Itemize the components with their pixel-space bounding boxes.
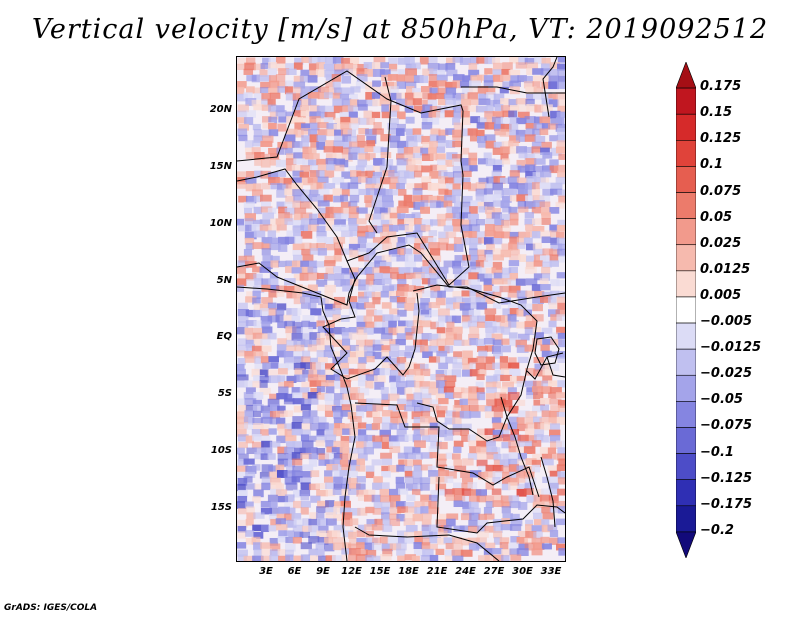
colorbar-segment: [676, 453, 696, 480]
latitude-tick-label: EQ: [216, 331, 232, 342]
latitude-tick-label: 15S: [210, 502, 232, 513]
colorbar-label: 0.075: [700, 183, 742, 199]
border-line: [354, 526, 500, 561]
border-line: [461, 86, 565, 94]
vertical-velocity-field: [237, 57, 565, 561]
colorbar-label: 0.175: [700, 79, 742, 95]
longitude-tick-label: 18E: [398, 566, 419, 577]
latitude-tick-label: 20N: [209, 104, 232, 115]
colorbar-segment: [676, 166, 696, 193]
colorbar-label: 0.025: [700, 235, 742, 251]
colorbar-segment: [676, 270, 696, 298]
colorbar-label: −0.005: [700, 314, 753, 330]
colorbar-segment: [676, 140, 696, 167]
lake-tanganyika: [500, 396, 534, 496]
colorbar-segment: [676, 87, 696, 115]
colorbar-segment: [676, 62, 696, 89]
longitude-tick-label: 15E: [369, 566, 391, 577]
latitude-tick-label: 5S: [217, 388, 232, 399]
border-line: [526, 352, 564, 380]
border-line: [354, 402, 540, 498]
border-line: [322, 260, 420, 380]
colorbar-segment: [676, 296, 696, 324]
colorbar-segment: [676, 505, 696, 533]
lake-malawi: [540, 456, 556, 528]
colorbar-segment: [676, 218, 696, 246]
lake-victoria: [534, 336, 560, 366]
colorbar-segment: [676, 479, 696, 507]
longitude-tick-label: 12E: [341, 566, 362, 577]
colorbar-label: −0.075: [700, 418, 753, 434]
longitude-tick-label: 27E: [483, 566, 505, 577]
border-line: [412, 284, 538, 442]
map-panel: [236, 56, 566, 562]
border-line: [546, 356, 565, 378]
longitude-tick-label: 33E: [540, 566, 562, 577]
colorbar-label: 0.05: [700, 209, 733, 225]
colorbar-segment: [676, 113, 696, 141]
colorbar-label: −0.1: [700, 444, 734, 460]
colorbar-segment: [676, 244, 696, 272]
colorbar-label: 0.0125: [700, 261, 751, 277]
border-line: [237, 70, 470, 286]
map-title: Vertical velocity [m/s] at 850hPa, VT: 2…: [31, 14, 769, 45]
latitude-tick-label: 10S: [210, 445, 232, 456]
colorbar-segment: [676, 427, 696, 454]
colorbar-label: 0.1: [700, 157, 724, 173]
latitude-tick-label: 10N: [209, 218, 232, 229]
colorbar-segment: [676, 348, 696, 376]
colorbar-label: −0.125: [700, 470, 753, 486]
colorbar-label: 0.005: [700, 287, 742, 303]
coastline-east: [542, 57, 558, 118]
longitude-tick-label: 21E: [426, 566, 448, 577]
colorbar-segment: [676, 322, 696, 350]
colorbar: [676, 62, 696, 558]
longitude-tick-label: 24E: [455, 566, 476, 577]
country-borders: [237, 57, 565, 561]
longitude-tick-label: 3E: [259, 566, 273, 577]
longitude-tick-label: 30E: [512, 566, 533, 577]
colorbar-segment: [676, 374, 696, 402]
latitude-tick-label: 5N: [216, 275, 232, 286]
colorbar-label: 0.15: [700, 105, 733, 121]
border-line: [237, 244, 565, 306]
longitude-tick-label: 9E: [316, 566, 330, 577]
latitude-tick-label: 15N: [209, 161, 232, 172]
colorbar-label: −0.2: [700, 522, 734, 538]
colorbar-segment: [676, 192, 696, 219]
colorbar-label: 0.125: [700, 131, 742, 147]
colorbar-label: −0.025: [700, 366, 753, 382]
colorbar-label: −0.175: [700, 496, 753, 512]
colorbar-segment: [676, 531, 696, 558]
colorbar-segment: [676, 401, 696, 428]
colorbar-label: −0.05: [700, 392, 743, 408]
border-line: [368, 76, 392, 234]
colorbar-label: −0.0125: [700, 340, 762, 356]
longitude-tick-label: 6E: [287, 566, 302, 577]
coastline: [237, 286, 356, 561]
grads-credit: GrADS: IGES/COLA: [4, 603, 98, 613]
